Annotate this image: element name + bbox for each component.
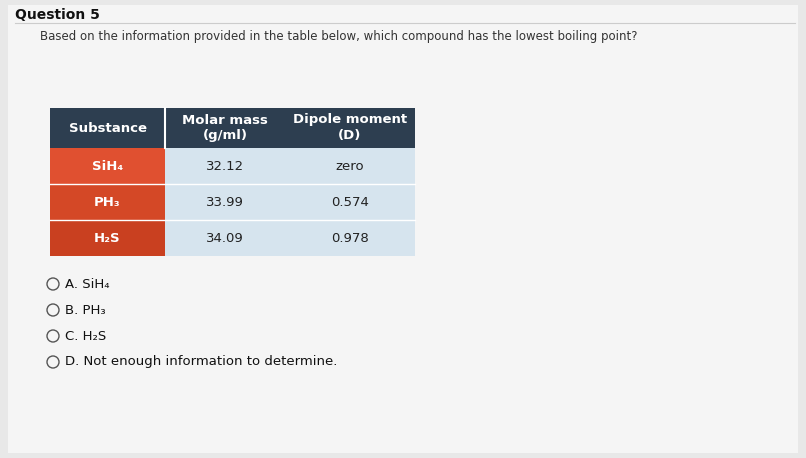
Text: Dipole moment
(D): Dipole moment (D) [293,114,407,142]
Bar [165,148,285,184]
Text: PH₃: PH₃ [94,196,121,208]
Text: Substance: Substance [69,121,147,135]
Text: B. PH₃: B. PH₃ [65,304,106,316]
Bar [285,108,415,148]
Text: H₂S: H₂S [94,231,121,245]
Text: A. SiH₄: A. SiH₄ [65,278,110,290]
Text: SiH₄: SiH₄ [92,159,123,173]
Text: 0.574: 0.574 [331,196,369,208]
Text: Molar mass
(g/ml): Molar mass (g/ml) [182,114,268,142]
Text: 0.978: 0.978 [331,231,369,245]
Bar [165,184,285,220]
Bar [165,220,285,256]
Text: 32.12: 32.12 [206,159,244,173]
Bar [50,108,165,148]
Text: zero: zero [335,159,364,173]
Text: 33.99: 33.99 [206,196,244,208]
Text: D. Not enough information to determine.: D. Not enough information to determine. [65,355,338,369]
Bar [285,220,415,256]
Bar [50,220,165,256]
Text: Question 5: Question 5 [15,8,100,22]
Bar [285,148,415,184]
Bar [285,184,415,220]
Text: Based on the information provided in the table below, which compound has the low: Based on the information provided in the… [40,30,638,43]
Text: 34.09: 34.09 [206,231,244,245]
Text: C. H₂S: C. H₂S [65,329,106,343]
FancyBboxPatch shape [8,5,798,453]
Bar [165,108,285,148]
Bar [50,184,165,220]
Bar [50,148,165,184]
